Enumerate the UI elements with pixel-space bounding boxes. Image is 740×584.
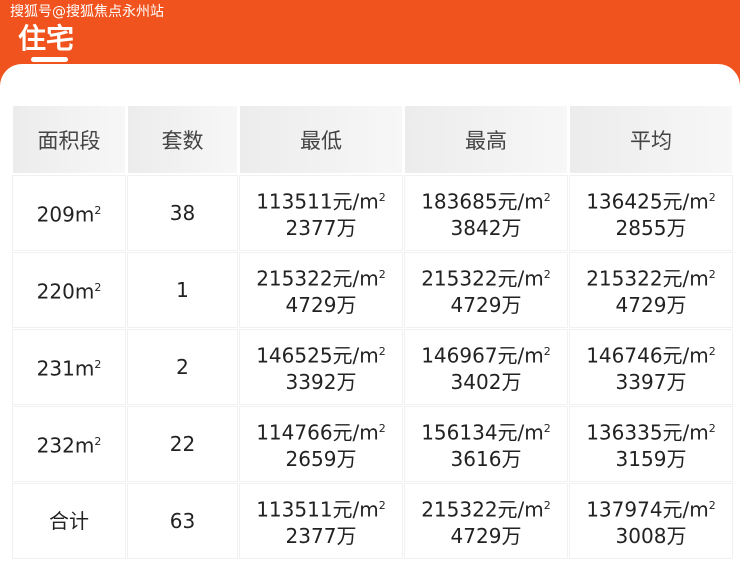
count-cell: 1 (128, 253, 237, 327)
table-card: 面积段 套数 最低 最高 平均 209m2 38 113511元/m2 2377万 1… (0, 64, 740, 584)
min-total-price: 4729万 (285, 293, 357, 318)
avg-cell: 215322元/m2 4729万 (570, 253, 732, 327)
avg-cell: 146746元/m2 3397万 (570, 330, 732, 404)
max-cell: 156134元/m2 3616万 (405, 407, 567, 481)
area-cell: 合计 (13, 484, 125, 558)
max-total-price: 3402万 (450, 370, 522, 395)
avg-total-price: 2855万 (615, 216, 687, 241)
count-cell: 38 (128, 176, 237, 250)
count-cell: 2 (128, 330, 237, 404)
superscript: 2 (708, 267, 716, 281)
avg-unit-price: 215322元/m (586, 266, 709, 291)
header-avg: 平均 (570, 106, 732, 173)
min-cell: 215322元/m2 4729万 (240, 253, 402, 327)
max-cell: 146967元/m2 3402万 (405, 330, 567, 404)
superscript: 2 (708, 190, 716, 204)
header-area: 面积段 (13, 106, 125, 173)
area-value: 231m (36, 356, 95, 381)
avg-unit-price: 136425元/m (586, 189, 709, 214)
avg-total-price: 3159万 (615, 447, 687, 472)
superscript: 2 (543, 421, 551, 435)
superscript: 2 (94, 204, 102, 218)
min-cell: 114766元/m2 2659万 (240, 407, 402, 481)
avg-unit-price: 137974元/m (586, 497, 709, 522)
area-cell: 209m2 (13, 176, 125, 250)
avg-cell: 136425元/m2 2855万 (570, 176, 732, 250)
avg-unit-price: 146746元/m (586, 343, 709, 368)
table-row: 合计 63 113511元/m2 2377万 215322元/m2 4729万 13797… (13, 484, 732, 558)
watermark: 搜狐号@搜狐焦点永州站 (10, 4, 164, 20)
min-total-price: 2377万 (285, 216, 357, 241)
max-unit-price: 215322元/m (421, 266, 544, 291)
max-unit-price: 156134元/m (421, 420, 544, 445)
superscript: 2 (708, 421, 716, 435)
min-total-price: 2659万 (285, 447, 357, 472)
min-total-price: 3392万 (285, 370, 357, 395)
superscript: 2 (378, 421, 386, 435)
superscript: 2 (708, 498, 716, 512)
header-max: 最高 (405, 106, 567, 173)
max-unit-price: 183685元/m (421, 189, 544, 214)
max-cell: 183685元/m2 3842万 (405, 176, 567, 250)
avg-unit-price: 136335元/m (586, 420, 709, 445)
min-cell: 146525元/m2 3392万 (240, 330, 402, 404)
min-unit-price: 113511元/m (256, 497, 379, 522)
max-total-price: 3842万 (450, 216, 522, 241)
superscript: 2 (378, 498, 386, 512)
avg-total-price: 3008万 (615, 524, 687, 549)
superscript: 2 (543, 498, 551, 512)
title-underline (31, 57, 68, 62)
table-row: 232m2 22 114766元/m2 2659万 156134元/m2 3616万 13… (13, 407, 732, 481)
superscript: 2 (378, 344, 386, 358)
min-cell: 113511元/m2 2377万 (240, 176, 402, 250)
max-total-price: 4729万 (450, 524, 522, 549)
max-cell: 215322元/m2 4729万 (405, 484, 567, 558)
avg-cell: 136335元/m2 3159万 (570, 407, 732, 481)
superscript: 2 (94, 358, 102, 372)
max-cell: 215322元/m2 4729万 (405, 253, 567, 327)
min-cell: 113511元/m2 2377万 (240, 484, 402, 558)
superscript: 2 (543, 267, 551, 281)
min-unit-price: 215322元/m (256, 266, 379, 291)
max-unit-price: 215322元/m (421, 497, 544, 522)
superscript: 2 (94, 281, 102, 295)
min-unit-price: 114766元/m (256, 420, 379, 445)
count-cell: 63 (128, 484, 237, 558)
area-value: 合计 (49, 508, 89, 533)
area-value: 220m (36, 279, 95, 304)
max-total-price: 4729万 (450, 293, 522, 318)
avg-cell: 137974元/m2 3008万 (570, 484, 732, 558)
count-cell: 22 (128, 407, 237, 481)
max-total-price: 3616万 (450, 447, 522, 472)
avg-total-price: 3397万 (615, 370, 687, 395)
table-header-row: 面积段 套数 最低 最高 平均 (13, 106, 732, 173)
area-value: 232m (36, 433, 95, 458)
min-unit-price: 113511元/m (256, 189, 379, 214)
superscript: 2 (378, 190, 386, 204)
area-value: 209m (36, 202, 95, 227)
header-count: 套数 (128, 106, 237, 173)
price-table: 面积段 套数 最低 最高 平均 209m2 38 113511元/m2 2377万 1… (10, 103, 735, 561)
superscript: 2 (378, 267, 386, 281)
area-cell: 232m2 (13, 407, 125, 481)
superscript: 2 (708, 344, 716, 358)
area-cell: 220m2 (13, 253, 125, 327)
superscript: 2 (543, 190, 551, 204)
table-row: 231m2 2 146525元/m2 3392万 146967元/m2 3402万 146… (13, 330, 732, 404)
avg-total-price: 4729万 (615, 293, 687, 318)
table-row: 220m2 1 215322元/m2 4729万 215322元/m2 4729万 215… (13, 253, 732, 327)
superscript: 2 (94, 435, 102, 449)
area-cell: 231m2 (13, 330, 125, 404)
superscript: 2 (543, 344, 551, 358)
min-unit-price: 146525元/m (256, 343, 379, 368)
min-total-price: 2377万 (285, 524, 357, 549)
header-min: 最低 (240, 106, 402, 173)
page-title: 住宅 (18, 22, 75, 55)
table-row: 209m2 38 113511元/m2 2377万 183685元/m2 3842万 13… (13, 176, 732, 250)
max-unit-price: 146967元/m (421, 343, 544, 368)
